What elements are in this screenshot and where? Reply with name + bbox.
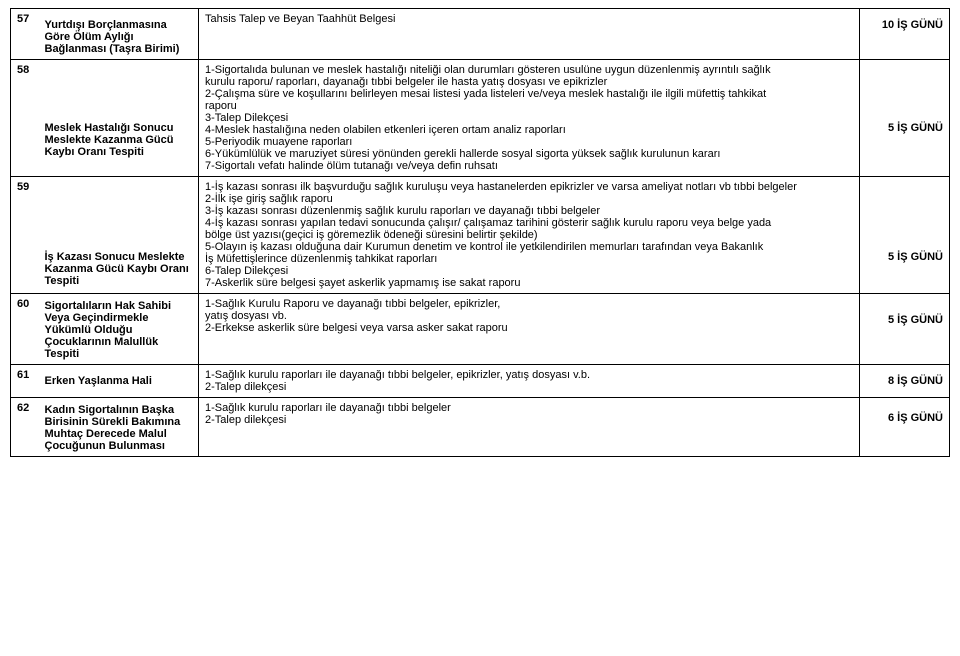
row-description: 1-Sağlık kurulu raporları ile dayanağı t…	[205, 369, 853, 393]
row-title-cell: Meslek Hastalığı Sonucu Meslekte Kazanma…	[39, 60, 199, 177]
row-duration-cell: 6 İŞ GÜNÜ	[860, 398, 950, 457]
row-number: 59	[11, 177, 39, 294]
row-duration-cell: 8 İŞ GÜNÜ	[860, 365, 950, 398]
row-number-text: 57	[17, 13, 33, 25]
row-number-text: 61	[17, 369, 33, 381]
row-title-cell: Sigortalıların Hak Sahibi Veya Geçindirm…	[39, 294, 199, 365]
table-row: 60 Sigortalıların Hak Sahibi Veya Geçindi…	[11, 294, 950, 365]
row-title-cell: İş Kazası Sonucu Meslekte Kazanma Gücü K…	[39, 177, 199, 294]
table-row: 58 Meslek Hastalığı Sonucu Meslekte Kazan…	[11, 60, 950, 177]
row-title: Sigortalıların Hak Sahibi Veya Geçindirm…	[45, 300, 193, 360]
row-description: 1-Sağlık Kurulu Raporu ve dayanağı tıbbi…	[205, 298, 853, 334]
row-number-text: 62	[17, 402, 33, 414]
services-table: 57 Yurtdışı Borçlanmasına Göre Ölüm Aylığ…	[10, 8, 950, 457]
row-title: Yurtdışı Borçlanmasına Göre Ölüm Aylığı …	[45, 19, 193, 55]
row-description: 1-İş kazası sonrası ilk başvurduğu sağlı…	[205, 181, 853, 289]
table-row: 61 Erken Yaşlanma Hali 1-Sağlık kurulu rap…	[11, 365, 950, 398]
row-number: 58	[11, 60, 39, 177]
row-number: 62	[11, 398, 39, 457]
row-description: 1-Sigortalıda bulunan ve meslek hastalığ…	[205, 64, 853, 172]
document-page: 57 Yurtdışı Borçlanmasına Göre Ölüm Aylığ…	[0, 0, 960, 656]
row-title-cell: Kadın Sigortalının Başka Birisinin Sürek…	[39, 398, 199, 457]
row-title-cell: Erken Yaşlanma Hali	[39, 365, 199, 398]
table-row: 57 Yurtdışı Borçlanmasına Göre Ölüm Aylığ…	[11, 9, 950, 60]
row-duration: 10 İŞ GÜNÜ	[866, 19, 943, 31]
row-description: Tahsis Talep ve Beyan Taahhüt Belgesi	[205, 13, 853, 25]
row-duration: 5 İŞ GÜNÜ	[866, 122, 943, 134]
row-description-cell: Tahsis Talep ve Beyan Taahhüt Belgesi	[199, 9, 860, 60]
row-duration: 6 İŞ GÜNÜ	[866, 412, 943, 424]
row-title: İş Kazası Sonucu Meslekte Kazanma Gücü K…	[45, 251, 193, 287]
row-duration-cell: 5 İŞ GÜNÜ	[860, 60, 950, 177]
row-description: 1-Sağlık kurulu raporları ile dayanağı t…	[205, 402, 853, 426]
row-duration-cell: 5 İŞ GÜNÜ	[860, 177, 950, 294]
row-description-cell: 1-İş kazası sonrası ilk başvurduğu sağlı…	[199, 177, 860, 294]
row-number: 61	[11, 365, 39, 398]
row-description-cell: 1-Sağlık kurulu raporları ile dayanağı t…	[199, 365, 860, 398]
row-description-cell: 1-Sağlık kurulu raporları ile dayanağı t…	[199, 398, 860, 457]
row-number-text: 60	[17, 298, 33, 310]
row-duration-cell: 5 İŞ GÜNÜ	[860, 294, 950, 365]
row-number: 60	[11, 294, 39, 365]
table-row: 59 İş Kazası Sonucu Meslekte Kazanma Gücü…	[11, 177, 950, 294]
row-title: Kadın Sigortalının Başka Birisinin Sürek…	[45, 404, 193, 452]
row-number-text: 59	[17, 181, 33, 193]
row-title: Meslek Hastalığı Sonucu Meslekte Kazanma…	[45, 122, 193, 158]
row-number-text: 58	[17, 64, 33, 76]
table-row: 62 Kadın Sigortalının Başka Birisinin Sür…	[11, 398, 950, 457]
row-description-cell: 1-Sağlık Kurulu Raporu ve dayanağı tıbbi…	[199, 294, 860, 365]
row-title: Erken Yaşlanma Hali	[45, 375, 193, 387]
row-description-cell: 1-Sigortalıda bulunan ve meslek hastalığ…	[199, 60, 860, 177]
row-number: 57	[11, 9, 39, 60]
row-duration-cell: 10 İŞ GÜNÜ	[860, 9, 950, 60]
row-duration: 5 İŞ GÜNÜ	[866, 251, 943, 263]
row-duration: 8 İŞ GÜNÜ	[866, 375, 943, 387]
row-title-cell: Yurtdışı Borçlanmasına Göre Ölüm Aylığı …	[39, 9, 199, 60]
row-duration: 5 İŞ GÜNÜ	[866, 314, 943, 326]
